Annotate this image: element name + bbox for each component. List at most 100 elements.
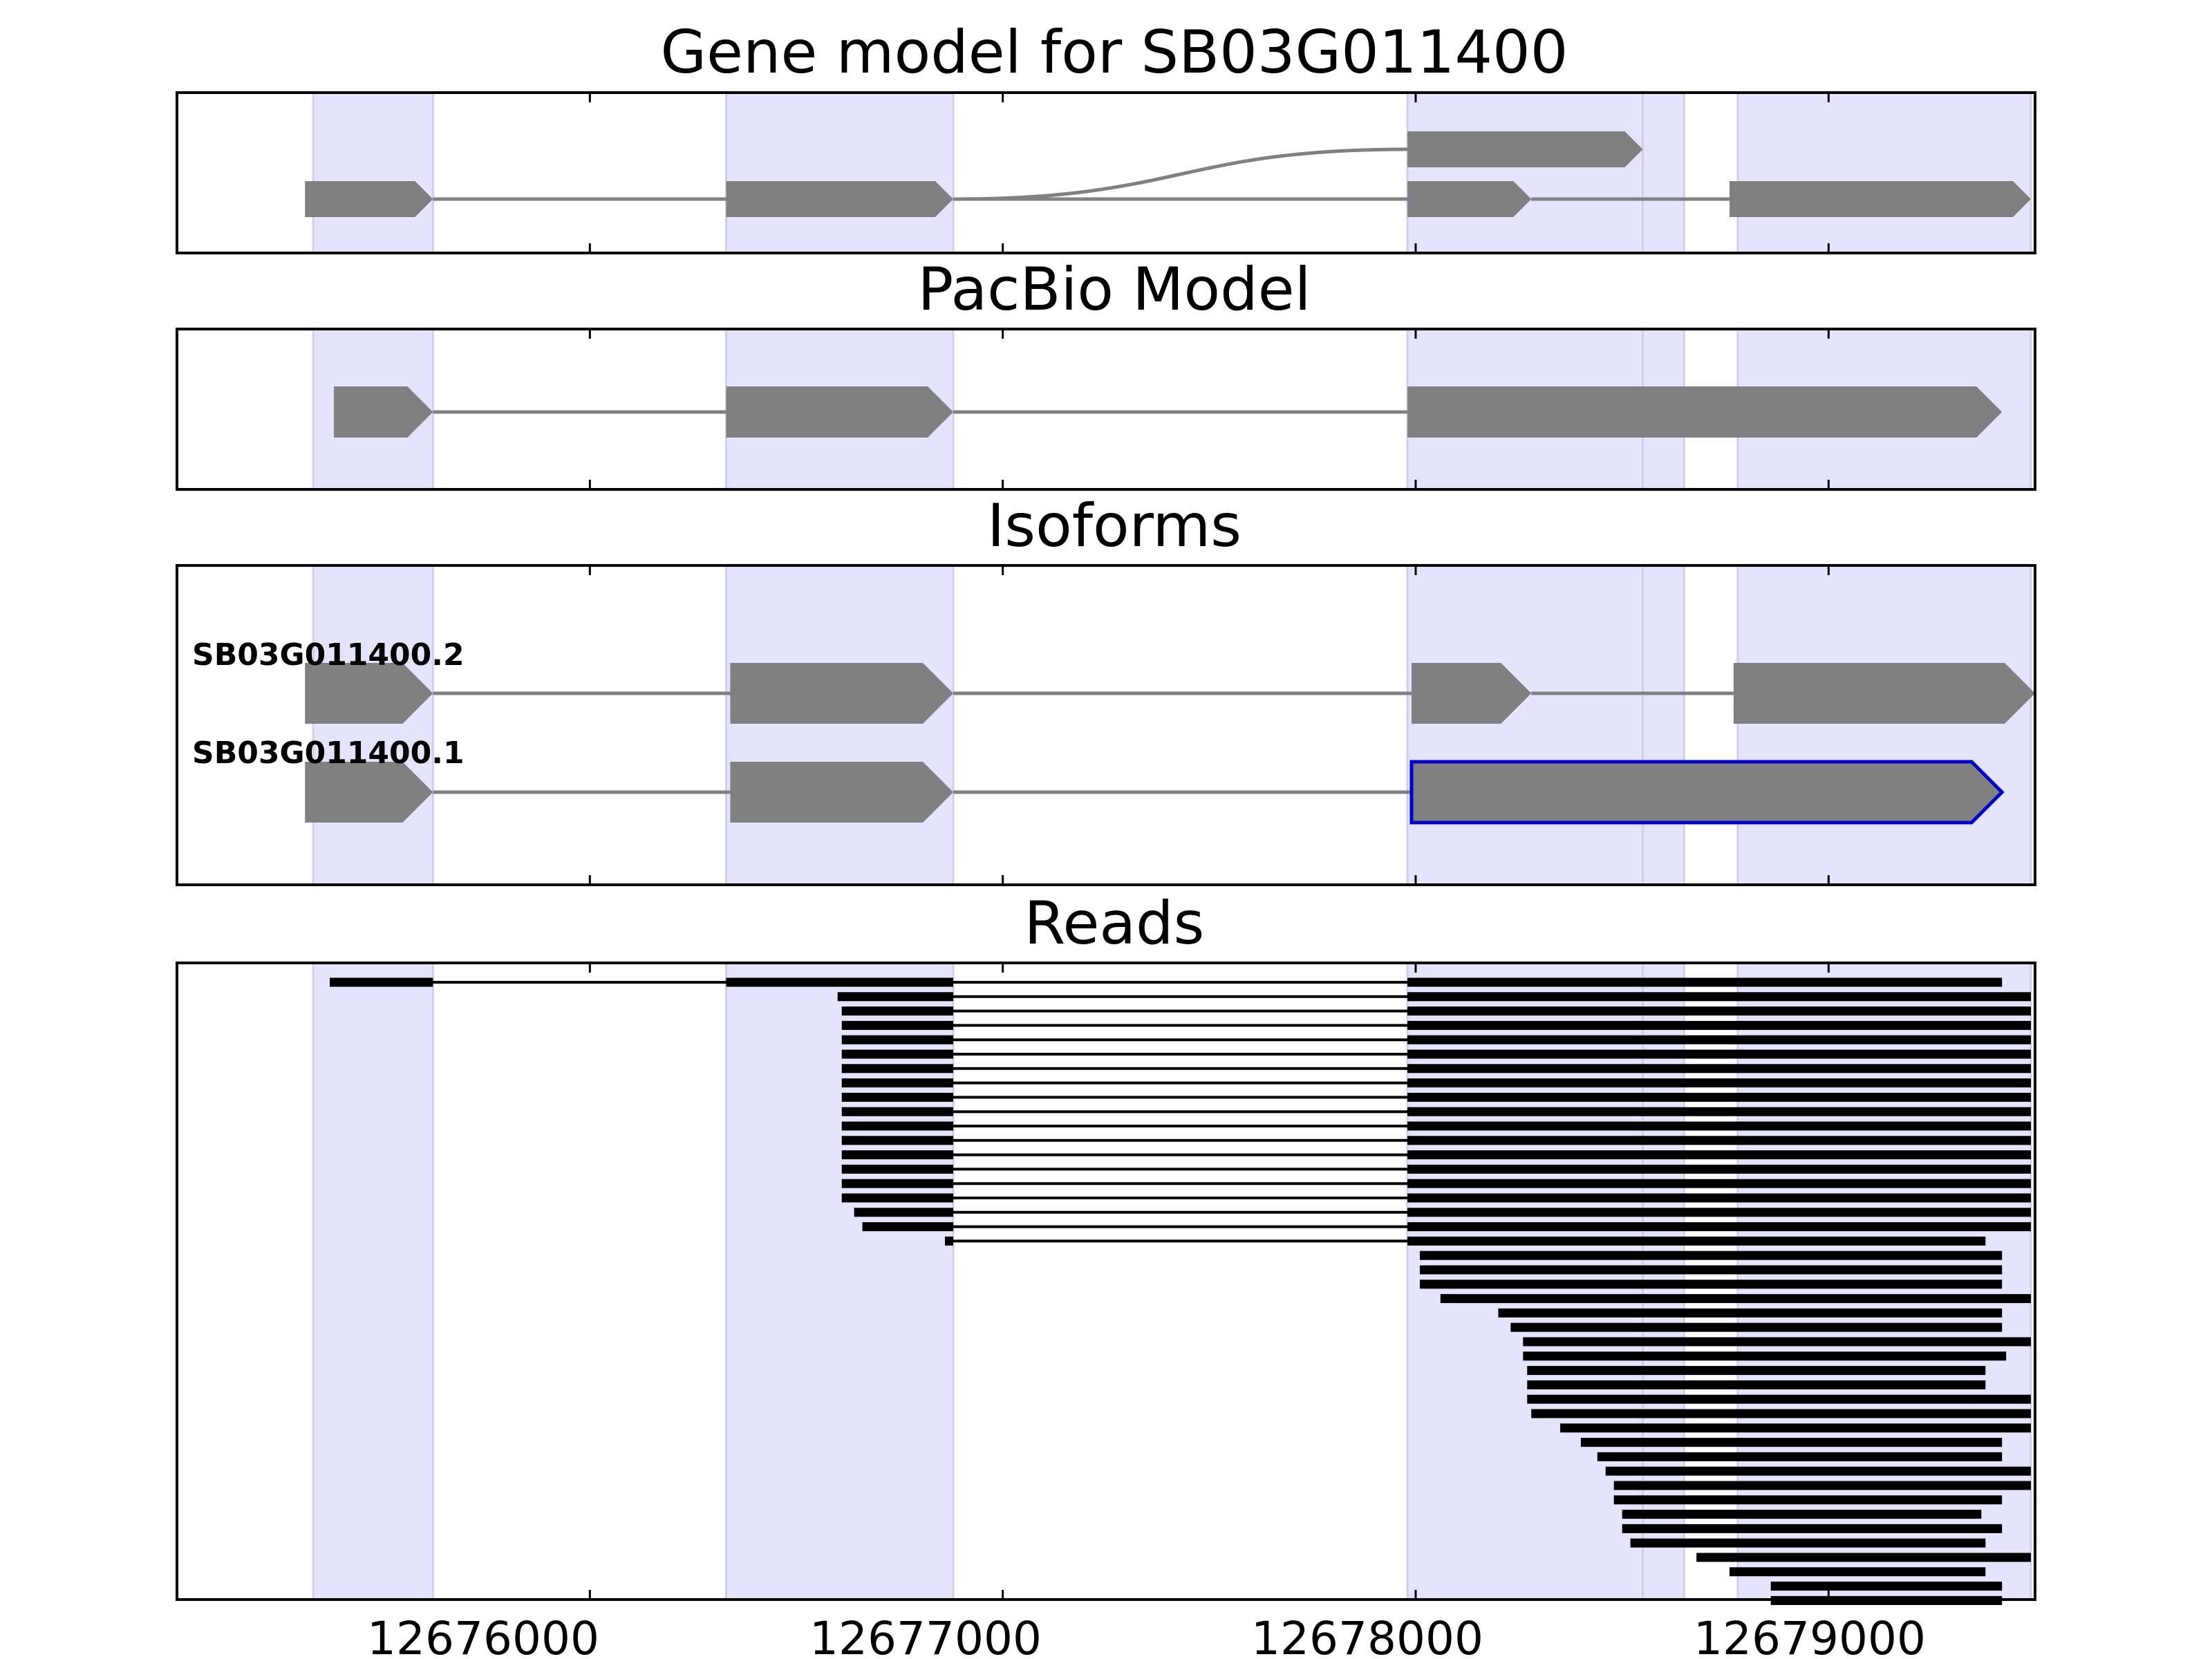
exon-band [724,91,955,254]
read-block [1407,1179,2032,1188]
isoform-label: SB03G011400.1 [192,735,465,771]
read-block [1407,1107,2032,1116]
read-block [1407,1064,2032,1074]
read-block [1527,1380,1986,1389]
read-block [1510,1322,2003,1332]
read-block [841,1121,953,1131]
exon-band [1736,91,2032,254]
exon-band [312,564,434,886]
exon-band [1736,564,2032,886]
read-block [1770,1582,2003,1591]
read-block [837,992,953,1002]
read-block [1419,1250,2003,1260]
read-block [330,977,433,987]
read-block [1407,1049,2032,1059]
read-block [841,1078,953,1088]
read-block [1523,1337,2032,1347]
read-block [1407,1150,2032,1160]
read-block [1419,1280,2003,1289]
read-block [1407,1208,2032,1217]
read-block [841,1179,953,1188]
read-block [841,1064,953,1074]
read-block [1407,977,2003,987]
read-block [726,977,953,987]
x-tick-label: 12678000 [1251,1612,1483,1659]
exon-band [1406,564,1644,886]
panel-title-gene-model: Gene model for SB03G011400 [661,18,1568,87]
read-block [1527,1366,1986,1376]
read-block [1407,1164,2032,1174]
read-block [841,1035,953,1044]
panel-frame [176,564,2036,886]
read-block [841,1136,953,1145]
read-block [1407,1121,2032,1131]
panel-title-isoforms: Isoforms [987,491,1241,561]
exon-band [1406,91,1644,254]
exon-block [305,663,433,724]
alternative-exon-block [1407,131,1643,167]
panel-title-pacbio-model: PacBio Model [917,255,1311,324]
read-block [1498,1308,2003,1318]
read-block [1527,1394,2032,1404]
panel-title-reads: Reads [1024,889,1205,958]
x-tick-label: 12676000 [367,1612,599,1659]
exon-band [724,564,955,886]
read-block [841,1092,953,1102]
read-block [854,1208,953,1217]
read-block [1613,1481,2032,1490]
read-block [1613,1495,2003,1505]
read-block [1407,1193,2032,1203]
exon-block [1407,386,2003,438]
panel-frame [176,91,2036,254]
exon-block [730,663,953,724]
read-block [1407,1136,2032,1145]
read-block [841,1020,953,1030]
read-block [1523,1351,2007,1361]
exon-block [305,181,433,217]
exon-band [1642,564,1685,886]
exon-block [1407,181,1532,217]
read-block [1729,1567,1986,1577]
panel-frame [176,962,2036,1601]
read-block [1622,1510,1982,1519]
read-block [1407,1006,2032,1016]
exon-block [730,762,953,823]
read-block [841,1150,953,1160]
read-block [1605,1466,2032,1476]
read-block [841,1193,953,1203]
exon-block [726,386,953,438]
read-block [1407,1078,2032,1088]
read-block [1560,1423,2032,1433]
exon-band [312,91,434,254]
highlighted-exon-block [1409,760,2005,825]
exon-block [305,762,433,823]
exon-block [1412,663,1532,724]
read-block [841,1006,953,1016]
read-block [1407,1092,2032,1102]
read-block [1419,1265,2003,1275]
read-block [862,1222,953,1232]
panel-frame [176,328,2036,491]
exon-block [1730,181,2031,217]
read-block [841,1164,953,1174]
panel-frame-layer [176,91,2036,1601]
x-axis-tick-labels: 12676000 12677000 12678000 12679000 [367,1612,1926,1659]
exon-block [726,181,953,217]
read-block [1407,992,2032,1002]
read-block [1407,1020,2032,1030]
read-block [1440,1294,2032,1304]
read-block [1597,1452,2003,1461]
read-block [1622,1524,2003,1533]
read-block [1630,1538,1986,1548]
exon-block [1733,663,2035,724]
read-block [1407,1236,1986,1246]
isoform-label: SB03G011400.2 [192,637,465,673]
alternative-junction-curve [953,147,1408,201]
read-block [1531,1409,2032,1418]
track-content-layer [305,131,2035,1605]
read-block [1407,1035,2032,1044]
exon-band [312,962,434,1601]
read-block [945,1236,953,1246]
exon-block [334,386,433,438]
